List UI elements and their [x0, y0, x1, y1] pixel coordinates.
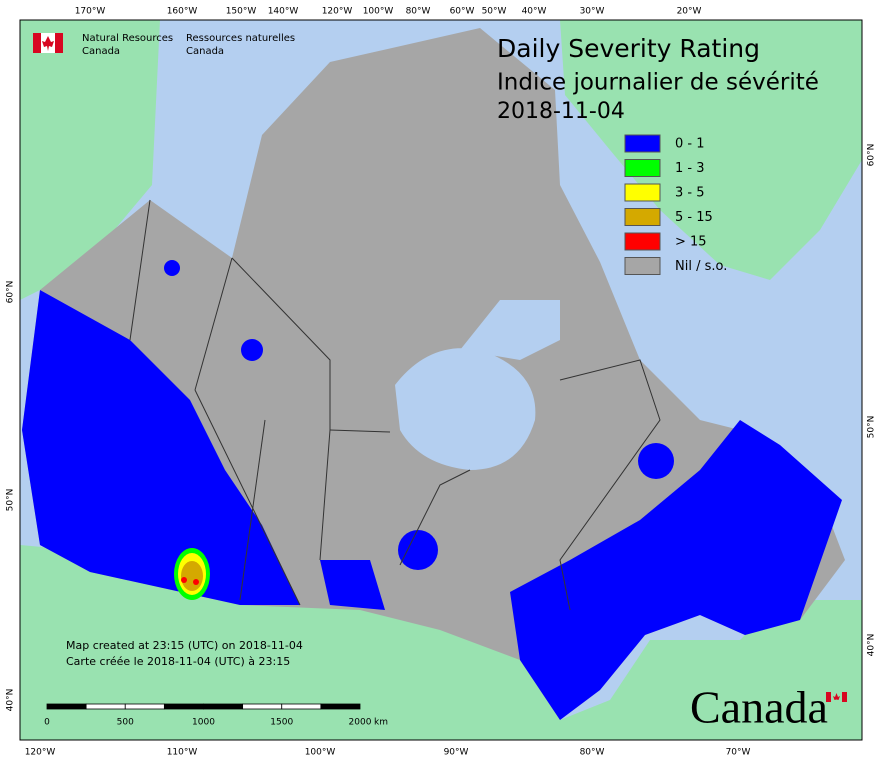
scale-segment: [85, 703, 126, 710]
lat-label: 50°N: [6, 489, 16, 512]
legend-label: Nil / s.o.: [675, 259, 727, 274]
scale-label: 0: [44, 718, 50, 728]
lon-label: 90°W: [444, 748, 469, 758]
title: 2018-11-04: [497, 99, 625, 124]
wordmark: Canada: [690, 682, 828, 733]
lon-label: 100°W: [363, 7, 394, 17]
scale-label: 1500: [270, 718, 293, 728]
org-fr: Canada: [186, 46, 224, 57]
note: Carte créée le 2018-11-04 (UTC) à 23:15: [66, 655, 290, 668]
lat-label: 50°N: [867, 416, 877, 439]
scale-segment: [203, 703, 244, 710]
legend-label: > 15: [675, 235, 707, 250]
legend-swatch: [624, 232, 661, 251]
lon-label: 60°W: [450, 7, 475, 17]
note: Map created at 23:15 (UTC) on 2018-11-04: [66, 639, 303, 652]
lon-label: 30°W: [580, 7, 605, 17]
scale-label: 500: [117, 718, 134, 728]
lon-label: 160°W: [167, 7, 198, 17]
frame: [19, 19, 863, 741]
scale-bar: 0 500 1000 1500 2000 km: [44, 703, 388, 728]
legend-swatch: [624, 134, 661, 153]
legend-label: 5 - 15: [675, 210, 713, 225]
lon-label: 100°W: [305, 748, 336, 758]
org-en: Natural Resources: [82, 33, 173, 44]
scale-label: 2000: [349, 718, 372, 728]
lat-label: 60°N: [867, 144, 877, 167]
scale-segment: [320, 703, 361, 710]
title: Daily Severity Rating: [497, 34, 760, 63]
title: Indice journalier de sévérité: [497, 70, 819, 96]
nrcan-logo: [33, 33, 63, 53]
graticule-labels: 170°W 160°W 150°W 140°W 120°W 100°W 80°W 60°W 50…: [6, 7, 877, 758]
org-fr: Ressources naturelles: [186, 33, 295, 44]
province-borders: [129, 199, 661, 611]
lon-label: 70°W: [726, 748, 751, 758]
lon-label: 120°W: [322, 7, 353, 17]
scale-segment: [281, 703, 322, 710]
lon-label: 140°W: [268, 7, 299, 17]
scale-unit: km: [374, 718, 388, 728]
legend-swatch: [624, 257, 661, 275]
lat-label: 60°N: [6, 281, 16, 304]
scale-segment: [46, 703, 87, 710]
scale-segment: [242, 703, 283, 710]
legend-swatch: [624, 208, 661, 226]
legend-label: 0 - 1: [675, 137, 705, 152]
legend-label: 1 - 3: [675, 161, 705, 176]
scale-label: 1000: [192, 718, 215, 728]
legend: 0 - 1 1 - 3 3 - 5 5 - 15 > 15 Nil / s.o.: [624, 134, 727, 275]
rating-0-1: [22, 260, 842, 720]
wordmark-flag: [826, 692, 847, 702]
lat-label: 40°N: [867, 634, 877, 657]
lon-label: 170°W: [75, 7, 106, 17]
hudson-bay: [395, 300, 560, 470]
org-en: Canada: [82, 46, 120, 57]
legend-swatch: [624, 159, 661, 177]
lon-label: 20°W: [677, 7, 702, 17]
lon-label: 40°W: [522, 7, 547, 17]
fire-hotspot: [174, 548, 210, 600]
legend-swatch: [624, 183, 661, 202]
legend-label: 3 - 5: [675, 186, 705, 201]
lon-label: 50°W: [482, 7, 507, 17]
lon-label: 120°W: [25, 748, 56, 758]
lat-label: 40°N: [6, 689, 16, 712]
lon-label: 150°W: [226, 7, 257, 17]
lon-label: 80°W: [580, 748, 605, 758]
lon-label: 80°W: [406, 7, 431, 17]
scale-segment: [163, 703, 204, 710]
lon-label: 110°W: [167, 748, 198, 758]
scale-segment: [124, 703, 165, 710]
